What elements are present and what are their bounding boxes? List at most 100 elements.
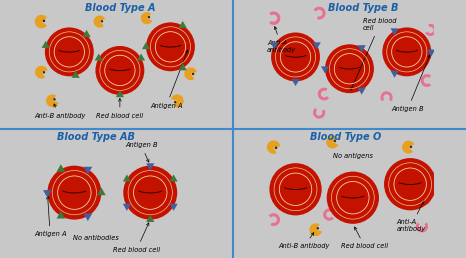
Polygon shape	[357, 87, 366, 95]
Circle shape	[348, 67, 351, 70]
Circle shape	[335, 180, 370, 215]
Polygon shape	[56, 211, 65, 219]
Wedge shape	[416, 222, 428, 232]
Polygon shape	[170, 174, 178, 182]
Text: Antigen A: Antigen A	[150, 50, 188, 109]
Wedge shape	[141, 12, 152, 24]
Wedge shape	[421, 74, 431, 87]
Circle shape	[334, 141, 336, 142]
Circle shape	[62, 180, 87, 206]
Polygon shape	[72, 71, 80, 78]
Polygon shape	[43, 190, 52, 198]
Circle shape	[289, 51, 302, 63]
Circle shape	[48, 30, 91, 73]
Wedge shape	[35, 66, 48, 78]
Circle shape	[146, 22, 195, 71]
Circle shape	[384, 158, 436, 210]
Circle shape	[387, 161, 433, 207]
Wedge shape	[46, 94, 59, 107]
Text: Antigen B: Antigen B	[125, 142, 158, 162]
Circle shape	[400, 175, 420, 194]
Circle shape	[275, 169, 316, 210]
Circle shape	[283, 177, 308, 202]
Circle shape	[55, 38, 83, 66]
Circle shape	[333, 52, 366, 85]
Circle shape	[400, 45, 413, 58]
Polygon shape	[178, 21, 187, 28]
Circle shape	[135, 177, 166, 208]
Circle shape	[291, 185, 300, 194]
Polygon shape	[291, 79, 300, 86]
Circle shape	[404, 178, 417, 191]
Circle shape	[96, 46, 144, 95]
Circle shape	[132, 174, 169, 211]
Circle shape	[154, 30, 187, 63]
Circle shape	[64, 183, 84, 203]
Circle shape	[395, 40, 418, 64]
Wedge shape	[267, 140, 281, 154]
Circle shape	[382, 27, 431, 76]
Wedge shape	[313, 108, 325, 119]
Circle shape	[343, 188, 363, 207]
Circle shape	[103, 54, 137, 87]
Circle shape	[73, 191, 76, 195]
Circle shape	[116, 67, 124, 74]
Polygon shape	[83, 167, 92, 174]
Circle shape	[406, 180, 414, 188]
Polygon shape	[170, 204, 178, 211]
Circle shape	[175, 102, 176, 103]
Polygon shape	[146, 215, 154, 222]
Circle shape	[111, 61, 129, 79]
Polygon shape	[95, 53, 103, 61]
Circle shape	[346, 65, 353, 73]
Text: Red blood cell: Red blood cell	[113, 223, 160, 253]
Circle shape	[398, 43, 416, 61]
Text: Antigen B: Antigen B	[391, 55, 430, 112]
Circle shape	[281, 174, 311, 204]
Text: Anti-B antibody: Anti-B antibody	[34, 104, 85, 119]
Wedge shape	[425, 24, 437, 36]
Circle shape	[269, 163, 322, 215]
Polygon shape	[321, 66, 329, 74]
Circle shape	[292, 53, 300, 61]
Circle shape	[106, 56, 134, 85]
Circle shape	[118, 69, 122, 72]
Text: Anti-B antibody: Anti-B antibody	[279, 233, 330, 249]
Circle shape	[68, 186, 82, 200]
Circle shape	[278, 172, 313, 207]
Polygon shape	[146, 163, 154, 170]
Text: Blood Type B: Blood Type B	[328, 3, 398, 13]
Circle shape	[340, 185, 365, 210]
Circle shape	[54, 99, 55, 100]
Circle shape	[192, 74, 194, 75]
Circle shape	[148, 191, 152, 195]
Circle shape	[156, 33, 185, 61]
Polygon shape	[123, 204, 131, 211]
Circle shape	[126, 169, 174, 216]
Wedge shape	[171, 94, 184, 107]
Circle shape	[159, 35, 182, 59]
Circle shape	[114, 64, 126, 77]
Circle shape	[273, 166, 319, 212]
Circle shape	[294, 188, 297, 191]
Polygon shape	[427, 50, 435, 57]
Polygon shape	[391, 71, 399, 78]
Circle shape	[53, 35, 86, 68]
Circle shape	[166, 43, 174, 51]
Circle shape	[43, 20, 45, 21]
Circle shape	[60, 43, 78, 61]
Circle shape	[281, 43, 310, 71]
Polygon shape	[82, 30, 91, 37]
Wedge shape	[309, 223, 322, 236]
Circle shape	[102, 21, 103, 22]
Circle shape	[123, 166, 177, 220]
Circle shape	[58, 40, 81, 64]
Circle shape	[385, 30, 428, 73]
Polygon shape	[116, 90, 124, 97]
Text: Red blood
cell: Red blood cell	[351, 18, 397, 90]
Circle shape	[279, 40, 312, 74]
Polygon shape	[270, 42, 279, 50]
Circle shape	[169, 45, 172, 49]
Circle shape	[392, 166, 428, 202]
Circle shape	[351, 196, 355, 199]
